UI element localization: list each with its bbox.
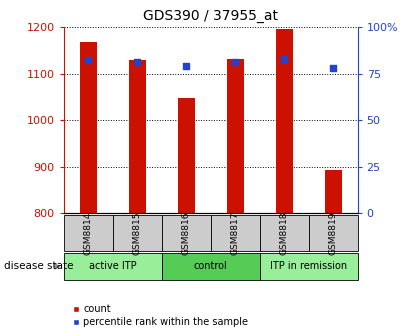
Bar: [275, 29, 293, 213]
Point: [232, 59, 238, 65]
Bar: [260, 253, 358, 280]
Text: ITP in remission: ITP in remission: [270, 261, 347, 271]
Bar: [80, 42, 97, 213]
Bar: [162, 253, 260, 280]
Point: [281, 56, 287, 61]
Text: active ITP: active ITP: [89, 261, 136, 271]
Title: GDS390 / 37955_at: GDS390 / 37955_at: [143, 9, 278, 23]
Bar: [113, 215, 162, 251]
Bar: [64, 253, 162, 280]
Bar: [226, 58, 244, 213]
Text: control: control: [194, 261, 228, 271]
Legend: count, percentile rank within the sample: count, percentile rank within the sample: [69, 300, 252, 331]
Bar: [162, 215, 211, 251]
Text: GSM8814: GSM8814: [84, 211, 93, 255]
Point: [134, 59, 141, 65]
Text: disease state: disease state: [4, 261, 74, 271]
Bar: [260, 215, 309, 251]
Point: [183, 64, 189, 69]
Text: GSM8816: GSM8816: [182, 211, 191, 255]
Bar: [129, 59, 146, 213]
Bar: [210, 215, 260, 251]
Bar: [309, 215, 358, 251]
Point: [85, 58, 92, 63]
Bar: [178, 98, 195, 213]
Text: GSM8818: GSM8818: [279, 211, 289, 255]
Text: GSM8817: GSM8817: [231, 211, 240, 255]
Point: [330, 65, 336, 71]
Text: GSM8819: GSM8819: [328, 211, 337, 255]
Text: GSM8815: GSM8815: [133, 211, 142, 255]
Bar: [325, 170, 342, 213]
Bar: [64, 215, 113, 251]
